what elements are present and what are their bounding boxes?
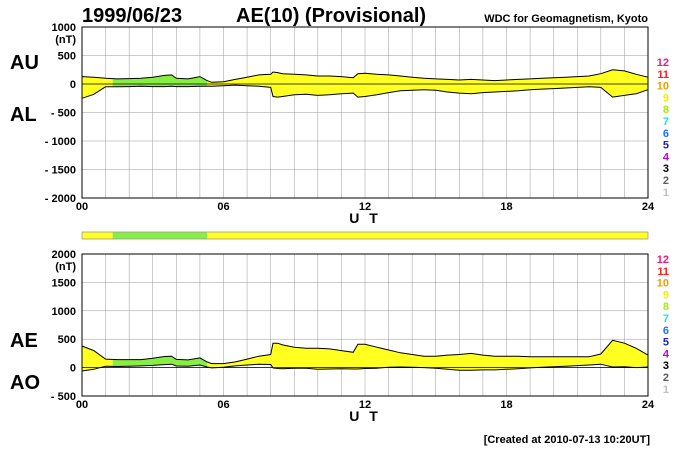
y-axis-unit: (nT) — [55, 34, 76, 46]
station-count-label: 6 — [663, 128, 669, 140]
x-axis-label: U T — [349, 210, 381, 226]
y-tick-label: 500 — [58, 51, 76, 63]
station-count-label: 7 — [663, 313, 669, 325]
series-line-al — [81, 84, 649, 99]
station-count-label: 8 — [663, 301, 669, 313]
series-line-ao — [81, 363, 649, 372]
y-tick-label: 1000 — [52, 306, 76, 318]
station-count-label: 3 — [663, 360, 669, 372]
station-count-band — [82, 232, 113, 239]
y-tick-label: - 1000 — [45, 136, 76, 148]
x-tick-label: 18 — [500, 399, 512, 411]
station-count-label: 1 — [663, 187, 669, 199]
x-tick-label: 06 — [217, 399, 229, 411]
x-tick-label: 24 — [642, 201, 655, 213]
y-tick-label: 0 — [70, 79, 76, 91]
x-tick-label: 24 — [642, 399, 655, 411]
y-tick-label: - 2000 — [45, 193, 76, 205]
y-tick-label: 500 — [58, 334, 76, 346]
station-count-label: 4 — [663, 151, 670, 163]
series-label-ae: AE — [10, 330, 38, 352]
station-count-bar-frame — [81, 231, 649, 240]
station-count-label: 4 — [663, 348, 670, 360]
y-tick-label: - 500 — [51, 108, 76, 120]
panel-au-al: 1000 500 0 - 500 - 1000 - 1500 - 2000 (nT) 00 06 1… — [10, 22, 655, 226]
plot-frame — [81, 26, 649, 199]
chart-title: AE(10) (Provisional) — [236, 5, 426, 27]
y-tick-label: - 1500 — [45, 165, 76, 177]
data-source: WDC for Geomagnetism, Kyoto — [484, 13, 648, 25]
y-tick-label: - 500 — [51, 391, 76, 403]
chart-date: 1999/06/23 — [82, 5, 182, 27]
station-count-bar — [81, 231, 649, 240]
series-label-au: AU — [10, 52, 39, 74]
area-fill-band — [112, 340, 207, 371]
station-count-label: 3 — [663, 163, 669, 175]
station-count-label: 12 — [657, 254, 669, 266]
station-count-label: 5 — [663, 337, 669, 349]
series-line-au — [81, 69, 649, 83]
station-count-label: 9 — [663, 289, 669, 301]
y-tick-label: 0 — [70, 363, 76, 375]
station-count-label: 9 — [663, 92, 669, 104]
station-count-label: 6 — [663, 325, 669, 337]
y-tick-label: 2000 — [52, 249, 76, 261]
x-axis-label: U T — [349, 408, 381, 424]
station-count-label: 7 — [663, 116, 669, 128]
station-count-label: 12 — [657, 57, 669, 69]
station-count-label: 11 — [657, 266, 669, 278]
panel-ae-ao: 2000 1500 1000 500 0 - 500 (nT) 00 06 12 18 24 U T AE… — [10, 249, 655, 424]
x-tick-label: 12 — [359, 399, 371, 411]
x-tick-label: 06 — [217, 201, 229, 213]
station-count-band — [206, 232, 648, 239]
station-count-label: 11 — [657, 69, 669, 81]
station-count-band — [112, 232, 207, 239]
station-count-label: 2 — [663, 372, 669, 384]
y-tick-label: 1000 — [52, 22, 76, 34]
area-fill-band — [82, 340, 113, 371]
y-axis-unit: (nT) — [55, 261, 76, 273]
area-fill-band — [206, 340, 648, 371]
station-count-label: 1 — [663, 384, 669, 396]
station-count-label: 10 — [657, 278, 669, 290]
x-tick-label: 12 — [359, 201, 371, 213]
station-count-label: 8 — [663, 104, 669, 116]
station-count-label: 2 — [663, 175, 669, 187]
x-tick-label: 00 — [76, 201, 88, 213]
created-timestamp: [Created at 2010-07-13 10:20UT] — [484, 434, 651, 446]
plot-frame — [81, 253, 649, 397]
station-count-label: 5 — [663, 140, 669, 152]
series-line-ae — [81, 339, 649, 365]
station-count-label: 10 — [657, 81, 669, 93]
series-label-ao: AO — [10, 372, 40, 394]
series-label-al: AL — [10, 104, 37, 126]
x-tick-label: 18 — [500, 201, 512, 213]
x-tick-label: 00 — [76, 399, 88, 411]
y-tick-label: 1500 — [52, 277, 76, 289]
